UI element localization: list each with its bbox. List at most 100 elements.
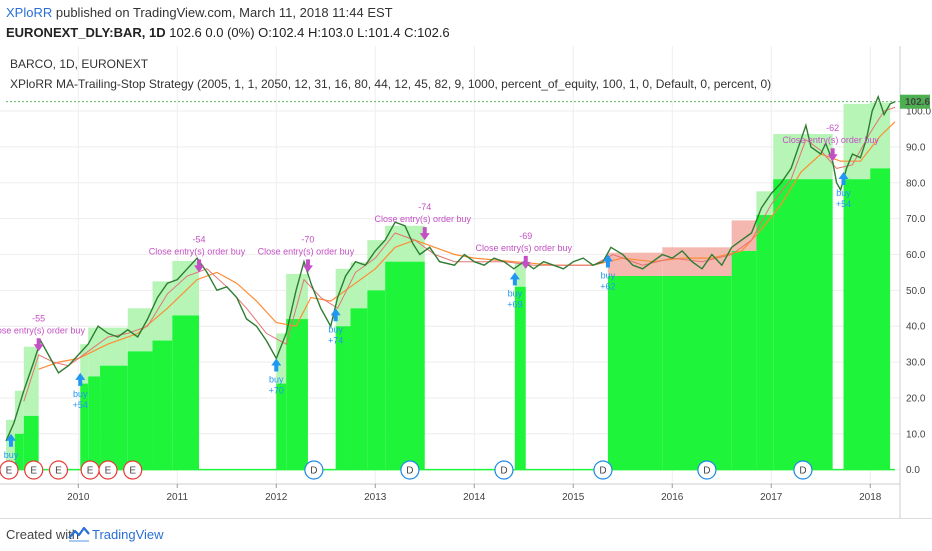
buy-label: buy bbox=[328, 324, 343, 334]
sell-arrow-icon[interactable] bbox=[33, 338, 44, 352]
profit-band bbox=[662, 247, 732, 276]
last-price-value: 102.6 bbox=[905, 97, 930, 108]
time-tick-label: 2012 bbox=[265, 492, 288, 503]
time-tick-label: 2015 bbox=[562, 492, 585, 503]
event-letter: E bbox=[87, 466, 94, 477]
stop-fill bbox=[335, 326, 351, 470]
time-tick-label: 2011 bbox=[167, 492, 189, 503]
quote-values: 102.6 0.0 (0%) O:102.4 H:103.0 L:101.4 C… bbox=[165, 25, 450, 40]
price-tick-label: 80.0 bbox=[906, 178, 926, 189]
price-tick-label: 90.0 bbox=[906, 142, 926, 153]
price-and-ma-lines bbox=[5, 94, 896, 442]
trailing-stop-fills bbox=[6, 102, 895, 471]
event-letter: D bbox=[500, 466, 507, 477]
sell-value-label: -54 bbox=[193, 234, 206, 244]
stop-fill bbox=[756, 215, 774, 470]
stop-fill bbox=[385, 261, 425, 470]
price-chart[interactable]: buy+55buy+54buy+70buy+74buy+69buy+62buy+… bbox=[0, 46, 932, 518]
ma-slow-line bbox=[38, 121, 896, 370]
time-tick-label: 2014 bbox=[463, 492, 486, 503]
event-letter: E bbox=[55, 466, 62, 477]
time-tick-label: 2013 bbox=[364, 492, 387, 503]
buy-arrow-icon[interactable] bbox=[602, 254, 613, 268]
buy-label: buy bbox=[4, 450, 19, 460]
dividend-event-icon[interactable] bbox=[400, 460, 420, 480]
sell-arrow-icon[interactable] bbox=[419, 227, 430, 241]
sell-arrow-icon[interactable] bbox=[827, 148, 838, 162]
dividend-event-icon[interactable] bbox=[304, 460, 324, 480]
sell-label: Close entry(s) order buy bbox=[0, 325, 85, 335]
stop-fill bbox=[80, 383, 89, 470]
tradingview-logo-icon[interactable] bbox=[68, 524, 90, 542]
price-tick-label: 10.0 bbox=[906, 429, 926, 440]
stop-fill bbox=[276, 383, 287, 470]
sell-label: Close entry(s) order buy bbox=[374, 214, 471, 224]
event-letter: D bbox=[703, 466, 710, 477]
earnings-event-icon[interactable] bbox=[123, 460, 143, 480]
time-tick-label: 2016 bbox=[661, 492, 684, 503]
header-bar: XPloRR published on TradingView.com, Mar… bbox=[0, 0, 932, 46]
stop-fill bbox=[152, 340, 173, 470]
buy-profit-label: +62 bbox=[600, 281, 615, 291]
sell-arrow-icon[interactable] bbox=[302, 259, 313, 273]
stop-fill bbox=[662, 276, 732, 470]
dividend-event-icon[interactable] bbox=[494, 460, 514, 480]
earnings-event-icon[interactable] bbox=[98, 460, 118, 480]
stop-fill bbox=[607, 276, 663, 470]
price-tick-label: 70.0 bbox=[906, 214, 926, 225]
profit-band bbox=[80, 344, 89, 384]
profit-band bbox=[607, 252, 663, 276]
event-letter: D bbox=[599, 466, 606, 477]
buy-profit-label: +69 bbox=[507, 299, 522, 309]
sell-arrow-icon[interactable] bbox=[194, 259, 205, 273]
buy-profit-label: +54 bbox=[836, 199, 851, 209]
dividend-event-icon[interactable] bbox=[697, 460, 717, 480]
price-tick-label: 100.0 bbox=[906, 107, 931, 118]
price-tick-label: 0.0 bbox=[906, 465, 920, 476]
stop-fill bbox=[172, 315, 200, 470]
stop-fill bbox=[88, 376, 101, 470]
sell-arrow-icon[interactable] bbox=[520, 255, 531, 269]
profit-band bbox=[152, 281, 173, 341]
sell-value-label: -74 bbox=[418, 202, 431, 212]
stop-fill bbox=[100, 365, 128, 470]
sell-value-label: -69 bbox=[519, 231, 532, 241]
profit-band bbox=[731, 220, 757, 251]
time-tick-label: 2018 bbox=[859, 492, 882, 503]
price-axis[interactable]: 0.0 10.0 20.0 30.0 40.0 50.0 60.0 70.0 80.0 90.0 1… bbox=[906, 107, 931, 477]
stop-fill bbox=[14, 433, 24, 470]
earnings-event-icon[interactable] bbox=[24, 460, 44, 480]
earnings-event-icon[interactable] bbox=[0, 460, 19, 480]
legend-symbol: BARCO, 1D, EURONEXT bbox=[10, 57, 149, 71]
buy-arrow-icon[interactable] bbox=[509, 272, 520, 286]
buy-arrow-icon[interactable] bbox=[75, 372, 86, 386]
buy-arrow-icon[interactable] bbox=[271, 358, 282, 372]
time-axis[interactable]: 2010 2011 2012 2013 2014 2015 2016 2017 2018 bbox=[67, 484, 882, 503]
sell-label: Close entry(s) order buy bbox=[149, 246, 246, 256]
event-letter: E bbox=[30, 466, 37, 477]
earnings-event-icon[interactable] bbox=[48, 460, 69, 480]
symbol-name: EURONEXT_DLY:BAR, 1D bbox=[6, 25, 166, 40]
event-letter: E bbox=[6, 466, 13, 477]
tradingview-link[interactable]: TradingView bbox=[92, 527, 164, 542]
dividend-event-icon[interactable] bbox=[793, 460, 813, 480]
sell-value-label: -62 bbox=[826, 123, 839, 133]
event-letter: D bbox=[406, 466, 413, 477]
legend-strategy[interactable]: XPloRR MA-Trailing-Stop Strategy (2005, … bbox=[10, 77, 771, 91]
buy-label: buy bbox=[73, 389, 88, 399]
ma-fast-line bbox=[23, 106, 896, 402]
price-tick-label: 40.0 bbox=[906, 322, 926, 333]
profit-band bbox=[514, 263, 526, 287]
sell-label: Close entry(s) order buy bbox=[782, 135, 879, 145]
sell-label: Close entry(s) order buy bbox=[258, 246, 355, 256]
buy-profit-label: +70 bbox=[269, 385, 284, 395]
buy-arrow-icon[interactable] bbox=[838, 172, 849, 185]
time-tick-label: 2017 bbox=[760, 492, 783, 503]
footer: Created with TradingView bbox=[0, 518, 932, 551]
publish-text: published on TradingView.com, March 11, … bbox=[52, 5, 393, 20]
buy-arrow-icon[interactable] bbox=[330, 308, 341, 322]
buy-arrow-icon[interactable] bbox=[5, 433, 16, 447]
author-link[interactable]: XPloRR bbox=[6, 5, 53, 20]
dividend-event-icon[interactable] bbox=[593, 460, 613, 480]
stop-fill bbox=[350, 308, 368, 470]
